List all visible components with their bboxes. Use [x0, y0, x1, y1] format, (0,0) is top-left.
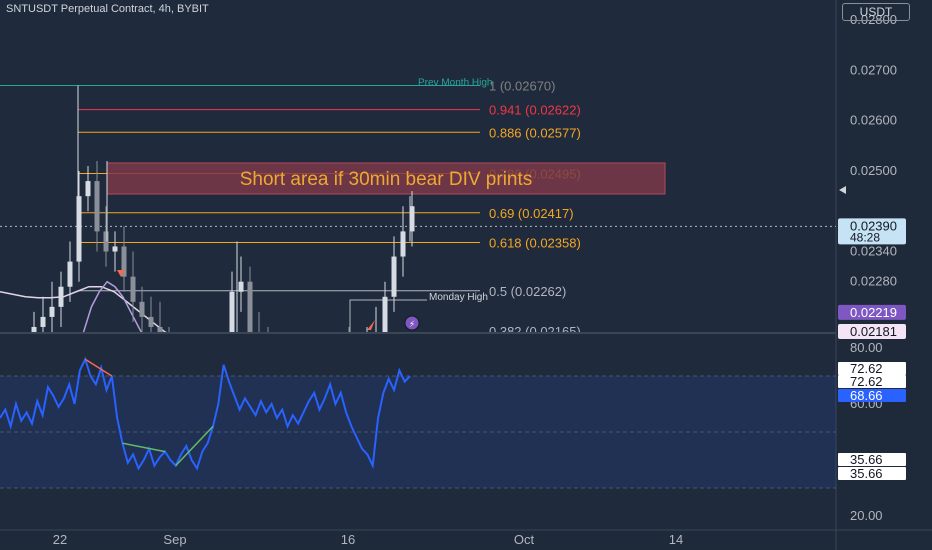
time-tick-label: 22: [53, 532, 67, 547]
rsi-value-badge: [838, 453, 906, 466]
fib-level-label: 0.382 (0.02165): [489, 324, 581, 339]
price-badge: [838, 323, 906, 339]
price-badge-countdown: 48:28: [850, 230, 880, 244]
price-badge-text: 0.02181: [850, 324, 897, 339]
candle-body: [139, 301, 145, 317]
symbol-title: SNTUSDT Perpetual Contract, 4h, BYBIT: [6, 3, 209, 15]
time-tick-label: Sep: [163, 532, 186, 547]
price-tick-label: 0.02280: [850, 274, 897, 289]
time-tick-label: 14: [669, 532, 683, 547]
divergence-line: [122, 442, 166, 453]
candle-body: [58, 286, 64, 307]
candle-body: [31, 326, 37, 332]
candle-body: [49, 306, 55, 317]
price-tick-label: 0.02500: [850, 163, 897, 178]
candle-body: [94, 181, 100, 232]
price-tick-label: 0.02340: [850, 244, 897, 259]
price-tick-label: 0.02600: [850, 113, 897, 128]
moving-average-line: [0, 285, 168, 332]
fib-level-label: 0.5 (0.02262): [489, 284, 566, 299]
candle-body: [121, 246, 127, 277]
rsi-value-badge: [838, 375, 906, 388]
fib-level-label: 0.941 (0.02622): [489, 103, 581, 118]
price-tick-label: 0.02700: [850, 62, 897, 77]
candle-body: [112, 246, 118, 252]
rsi-line: [0, 356, 411, 471]
price-badge: [838, 218, 906, 245]
rsi-value-badge-text: 72.62: [850, 374, 883, 389]
price-badge: [838, 304, 906, 320]
event-marker: [404, 315, 420, 331]
candle-body: [229, 291, 235, 332]
time-tick-label: 16: [341, 532, 355, 547]
alert-arrow-icon: [839, 186, 846, 194]
rsi-value-badge-text: 35.66: [850, 466, 883, 481]
candle-body: [157, 326, 163, 332]
candle-body: [67, 261, 73, 287]
fib-clip-group: 0.382 (0.02165): [489, 324, 581, 339]
rsi-value-badge: [838, 467, 906, 480]
candle-body: [148, 316, 154, 327]
price-badge-text: 0.02219: [850, 305, 897, 320]
candle-body: [103, 231, 109, 252]
currency-selector[interactable]: USDT: [842, 3, 910, 21]
prev-month-high-label: Prev Month High: [418, 78, 492, 89]
divergence-line: [84, 358, 113, 377]
short-area-text: Short area if 30min bear DIV prints: [240, 169, 533, 190]
monday-high-label: Monday High: [429, 292, 488, 303]
price-badge-text: 0.02390: [850, 218, 897, 233]
divergence-line: [175, 425, 214, 467]
rsi-tick-label: 20.00: [850, 508, 883, 523]
rsi-tick-label: 80.00: [850, 340, 883, 355]
candle-body: [76, 196, 82, 262]
candle-body: [409, 206, 415, 232]
sell-marker: [117, 270, 125, 277]
fib-level-label: 0.618 (0.02358): [489, 235, 581, 250]
rsi-value-badge-text: 68.66: [850, 388, 883, 403]
candle-body: [130, 276, 136, 302]
monday-high-line: [349, 299, 427, 332]
candle-body: [238, 281, 244, 292]
fib-level-label: 0.886 (0.02577): [489, 125, 581, 140]
candle-body: [382, 296, 388, 332]
rsi-value-badge-text: 35.66: [850, 452, 883, 467]
price-tick-label: 0.02800: [850, 12, 897, 27]
signal-marker: [367, 320, 375, 330]
moving-average-line: [82, 280, 143, 332]
rsi-value-badge: [838, 389, 906, 402]
candle-body: [400, 231, 406, 257]
fib-level-label: 0.69 (0.02417): [489, 206, 574, 221]
event-marker-icon: ⚡: [409, 319, 415, 329]
short-area-box: [106, 162, 666, 195]
rsi-value-badge: [838, 362, 906, 375]
rsi-value-badge-text: 72.62: [850, 361, 883, 376]
fib-level-label: 1 (0.02670): [489, 79, 556, 94]
candle-body: [85, 181, 91, 197]
candle-body: [247, 281, 253, 332]
candle-body: [391, 256, 397, 297]
candle-body: [40, 316, 46, 327]
candles-group: ⚡: [31, 85, 420, 332]
time-tick-label: Oct: [514, 532, 535, 547]
